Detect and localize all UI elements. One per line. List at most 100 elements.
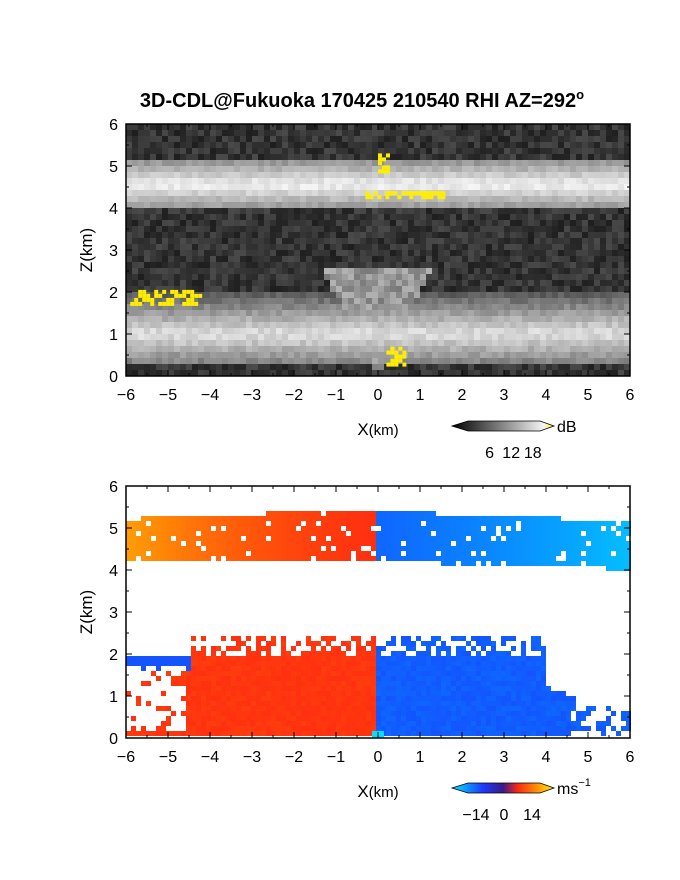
velocity-cell	[236, 731, 241, 736]
backscatter-cell	[324, 352, 330, 358]
backscatter-cell	[342, 292, 348, 298]
velocity-cell	[281, 681, 286, 686]
backscatter-cell	[468, 124, 474, 130]
backscatter-cell	[402, 268, 408, 274]
velocity-cell	[346, 511, 351, 516]
backscatter-cell	[270, 154, 276, 160]
velocity-cell	[361, 696, 366, 701]
backscatter-cell	[570, 346, 576, 352]
velocity-cell	[336, 706, 341, 711]
backscatter-cell	[354, 280, 360, 286]
backscatter-cell	[612, 166, 618, 172]
backscatter-cell	[252, 346, 258, 352]
backscatter-cell	[366, 322, 372, 328]
backscatter-cell	[438, 148, 444, 154]
top-x-ticks: −6 −5 −4 −3 −2 −1 0 1 2 3 4 5 6	[117, 124, 635, 404]
velocity-cell	[246, 651, 251, 656]
backscatter-cell	[384, 130, 390, 136]
backscatter-cell	[498, 370, 504, 376]
backscatter-cell	[444, 352, 450, 358]
backscatter-cell	[300, 298, 306, 304]
backscatter-cell	[324, 244, 330, 250]
backscatter-cell	[498, 352, 504, 358]
backscatter-cell	[378, 178, 384, 184]
backscatter-cell	[306, 124, 312, 130]
backscatter-cell	[600, 250, 606, 256]
backscatter-cell	[534, 130, 540, 136]
backscatter-cell	[354, 238, 360, 244]
backscatter-cell	[540, 226, 546, 232]
velocity-cell	[311, 686, 316, 691]
backscatter-cell	[204, 232, 210, 238]
velocity-cell	[231, 706, 236, 711]
velocity-cell	[206, 666, 211, 671]
backscatter-cell	[156, 334, 162, 340]
backscatter-cell	[276, 310, 282, 316]
backscatter-cell	[582, 340, 588, 346]
backscatter-cell	[330, 220, 336, 226]
backscatter-cell	[522, 304, 528, 310]
velocity-cell	[136, 731, 141, 736]
backscatter-cell	[144, 268, 150, 274]
backscatter-cell	[474, 160, 480, 166]
backscatter-cell	[528, 208, 534, 214]
backscatter-cell	[588, 226, 594, 232]
backscatter-cell	[480, 130, 486, 136]
backscatter-cell	[240, 310, 246, 316]
backscatter-cell	[300, 214, 306, 220]
velocity-cell	[286, 651, 291, 656]
backscatter-cell	[156, 298, 162, 304]
velocity-cell	[216, 731, 221, 736]
backscatter-cell	[558, 346, 564, 352]
backscatter-cell	[456, 136, 462, 142]
backscatter-cell	[546, 268, 552, 274]
backscatter-cell	[414, 202, 420, 208]
backscatter-cell	[558, 142, 564, 148]
velocity-cell	[326, 691, 331, 696]
velocity-cell	[201, 551, 206, 556]
velocity-cell	[186, 551, 191, 556]
backscatter-cell	[366, 220, 372, 226]
backscatter-cell	[498, 196, 504, 202]
backscatter-cell	[150, 346, 156, 352]
velocity-cell	[246, 556, 251, 561]
velocity-cell	[266, 656, 271, 661]
backscatter-cell	[420, 238, 426, 244]
velocity-cell	[336, 546, 341, 551]
backscatter-cell	[282, 124, 288, 130]
backscatter-cell	[366, 214, 372, 220]
velocity-cell	[186, 556, 191, 561]
backscatter-cell	[600, 130, 606, 136]
backscatter-cell	[606, 190, 612, 196]
backscatter-cell	[570, 256, 576, 262]
backscatter-cell	[444, 346, 450, 352]
backscatter-cell	[516, 190, 522, 196]
backscatter-cell	[300, 154, 306, 160]
backscatter-cell	[468, 358, 474, 364]
backscatter-cell	[144, 328, 150, 334]
velocity-cell	[286, 716, 291, 721]
velocity-cell	[336, 726, 341, 731]
backscatter-cell	[252, 172, 258, 178]
backscatter-cell	[546, 304, 552, 310]
velocity-cell	[221, 546, 226, 551]
velocity-cell	[356, 516, 361, 521]
velocity-cell	[226, 716, 231, 721]
velocity-cell	[231, 546, 236, 551]
saturated-cell	[394, 358, 399, 363]
saturated-cell	[378, 169, 382, 174]
backscatter-cell	[204, 124, 210, 130]
backscatter-cell	[216, 268, 222, 274]
backscatter-cell	[156, 364, 162, 370]
velocity-cell	[296, 681, 301, 686]
backscatter-cell	[468, 340, 474, 346]
velocity-cell	[316, 716, 321, 721]
saturated-cell	[134, 301, 139, 306]
backscatter-cell	[324, 172, 330, 178]
backscatter-cell	[366, 310, 372, 316]
backscatter-cell	[468, 298, 474, 304]
velocity-cell	[356, 676, 361, 681]
backscatter-cell	[384, 256, 390, 262]
backscatter-cell	[516, 310, 522, 316]
backscatter-cell	[270, 256, 276, 262]
